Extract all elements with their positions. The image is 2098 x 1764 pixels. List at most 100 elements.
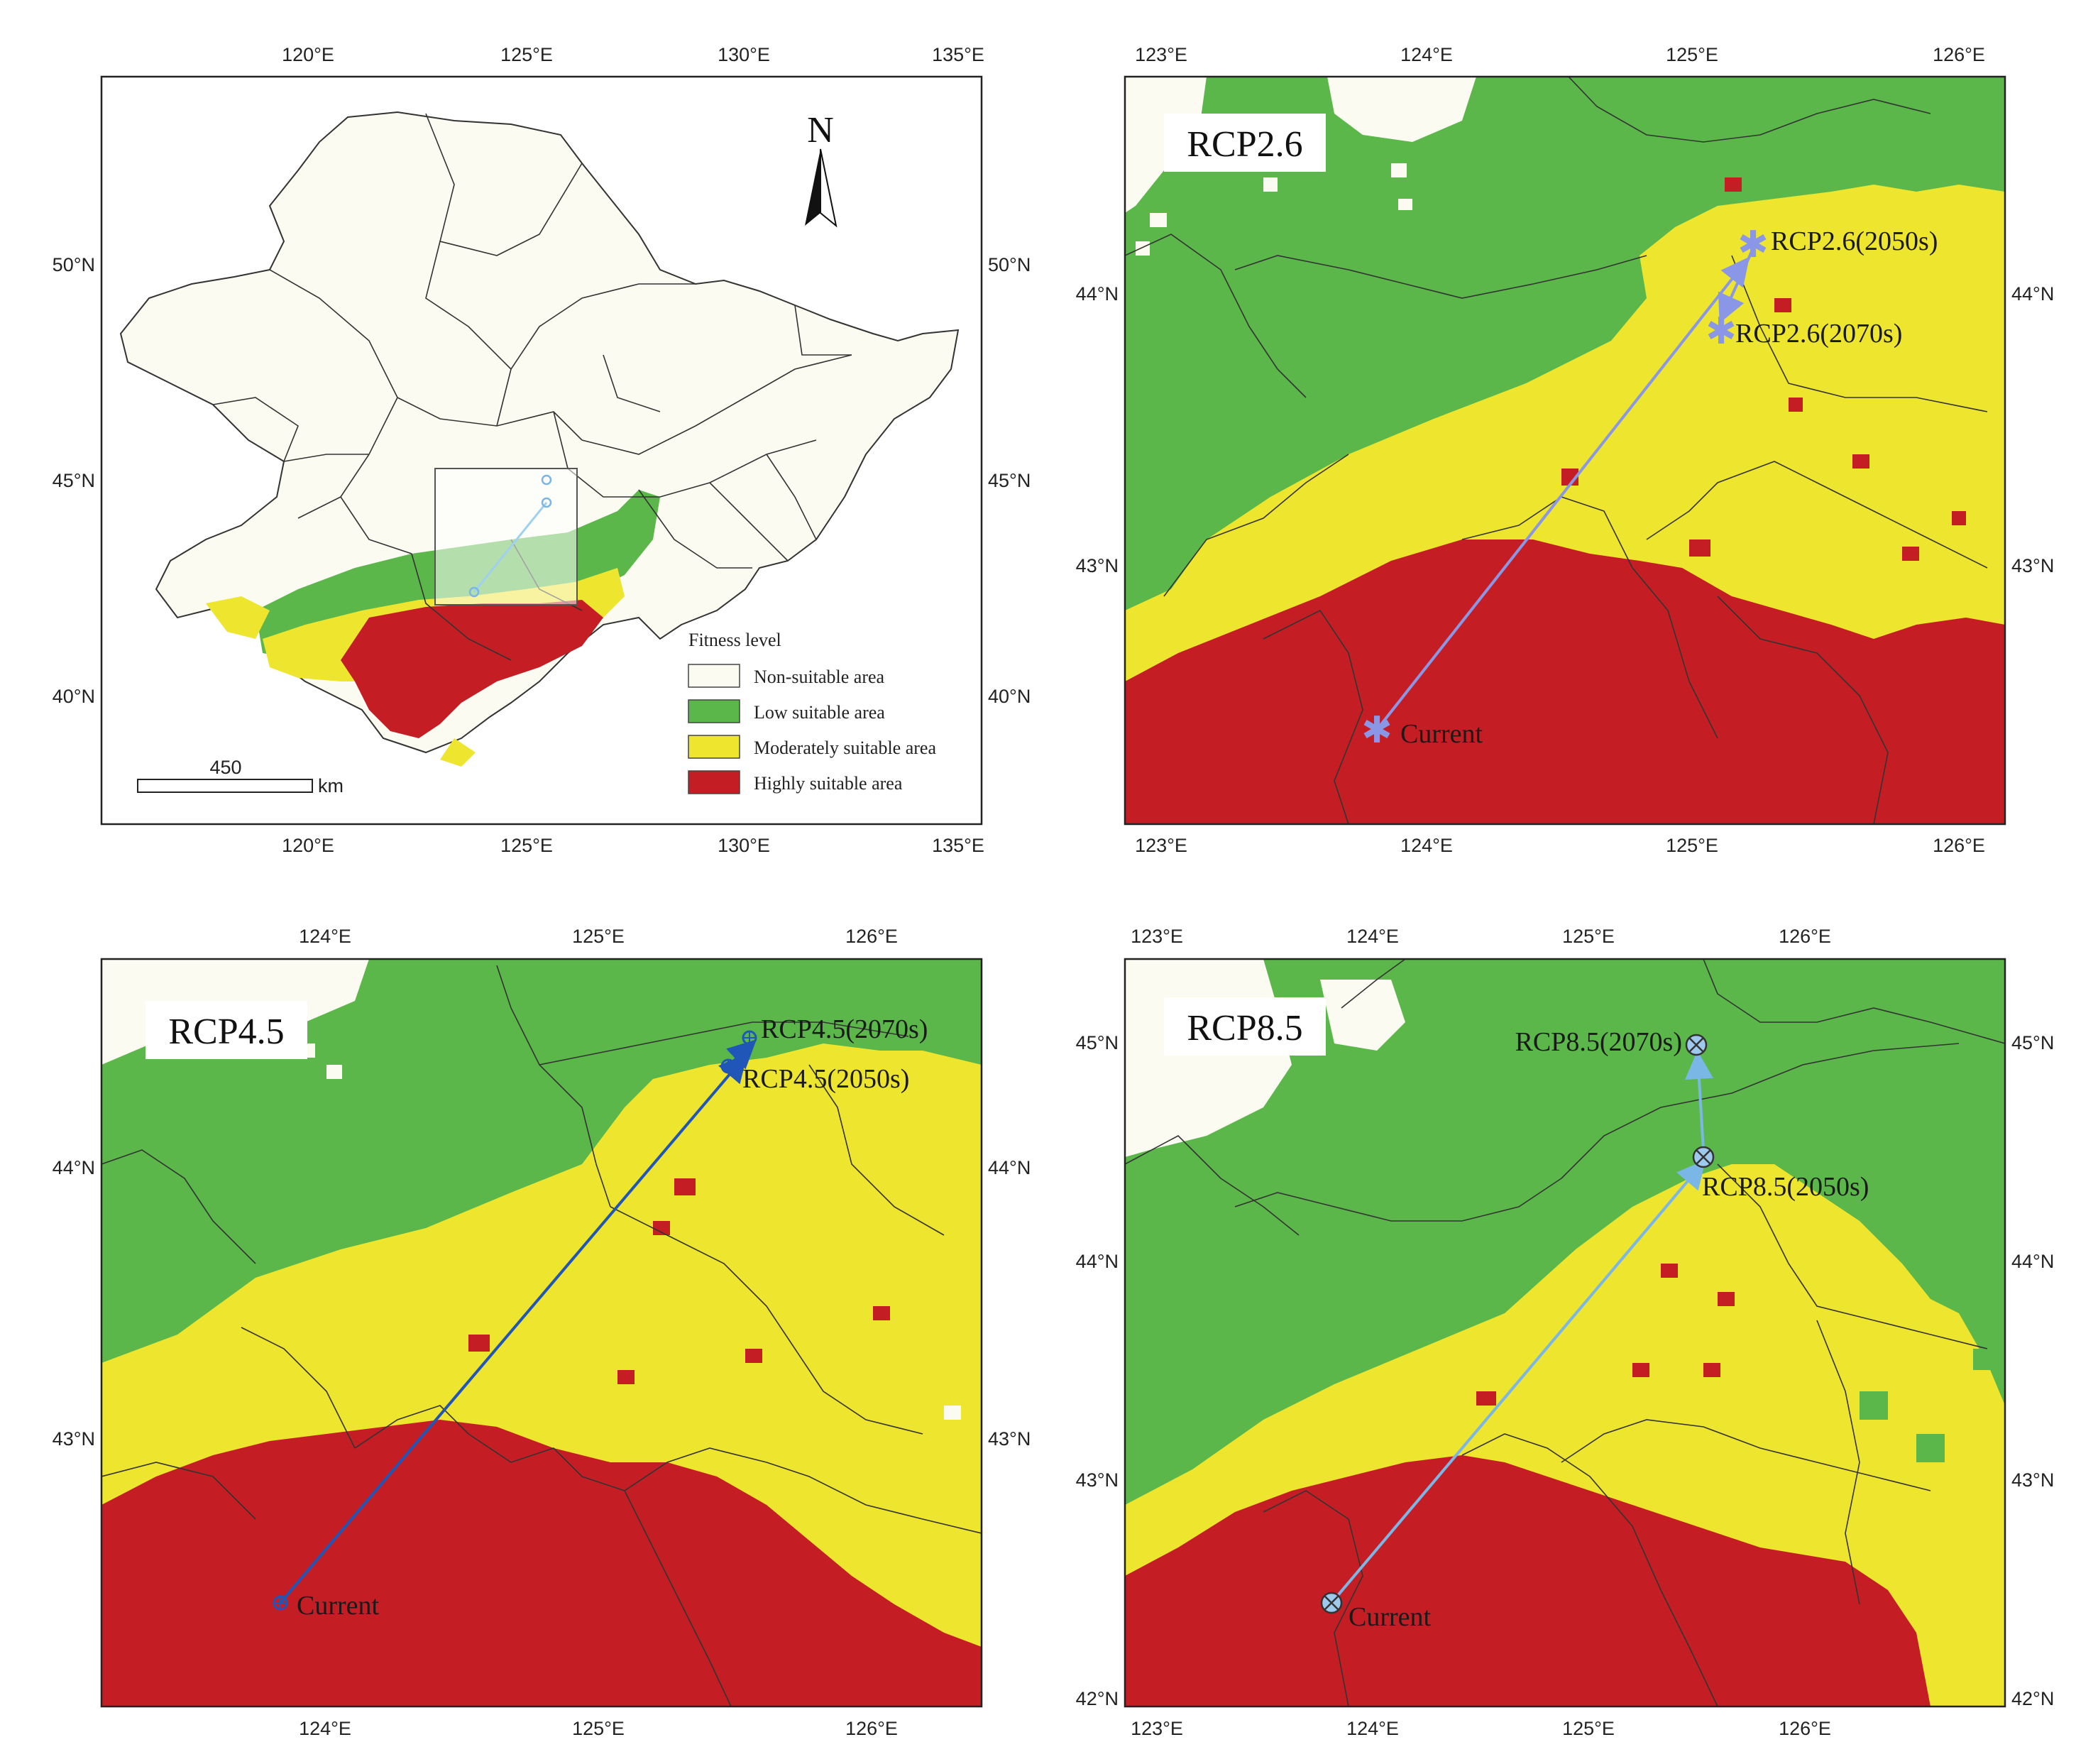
rcp85-high-zone xyxy=(1125,1455,1931,1707)
y-tick-right-40: 40°N xyxy=(988,686,1031,707)
x-tick-top-120: 120°E xyxy=(282,44,334,65)
rcp26-x-tick-bottom-124: 124°E xyxy=(1400,835,1453,856)
rcp45-2070-marker xyxy=(742,1030,757,1046)
rcp26-2070-marker: ✱ xyxy=(1706,312,1737,352)
scale-bar-value: 450 xyxy=(209,757,241,778)
rcp26-shift-current-to-2050 xyxy=(1375,256,1750,731)
rcp26-current-label: Current xyxy=(1400,719,1483,749)
rcp85-y-tick-right-42: 42°N xyxy=(2011,1688,2054,1709)
rcp45-2050-label: RCP4.5(2050s) xyxy=(742,1064,909,1094)
rcp45-ticks: 124°E 125°E 126°E 124°E 125°E 126°E 44°N… xyxy=(53,926,1031,1739)
peninsula-tip xyxy=(440,738,476,767)
rcp85-x-tick-top-123: 123°E xyxy=(1131,926,1183,947)
overview-current-point xyxy=(468,586,480,598)
rcp85-x-tick-top-125: 125°E xyxy=(1562,926,1615,947)
rcp45-x-tick-top-124: 124°E xyxy=(299,926,351,947)
rcp85-shift-2050-to-2070 xyxy=(1684,1051,1713,1151)
rcp45-current-label: Current xyxy=(297,1591,380,1621)
north-arrow: N xyxy=(805,110,837,228)
overview-2050-point xyxy=(541,497,552,508)
rcp26-x-tick-top-123: 123°E xyxy=(1135,44,1187,65)
rcp45-panel: RCP4.5 Current RCP4.5(2050s) RCP4.5(2070… xyxy=(53,926,1031,1739)
rcp85-2070-label: RCP8.5(2070s) xyxy=(1515,1027,1682,1057)
rcp85-y-tick-right-43: 43°N xyxy=(2011,1469,2054,1491)
rcp85-x-tick-bottom-125: 125°E xyxy=(1562,1718,1615,1739)
rcp85-high-patches xyxy=(1476,1264,1735,1406)
rcp85-x-tick-bottom-123: 123°E xyxy=(1131,1718,1183,1739)
rcp45-x-tick-bottom-125: 125°E xyxy=(572,1718,625,1739)
rcp26-boundaries xyxy=(1125,77,1988,824)
x-tick-top-125: 125°E xyxy=(500,44,553,65)
rcp45-x-tick-bottom-126: 126°E xyxy=(845,1718,898,1739)
rcp26-nonsuitable-n xyxy=(1327,77,1476,142)
legend-swatch-low xyxy=(688,699,740,723)
rcp45-title: RCP4.5 xyxy=(168,1012,284,1052)
overview-legend: Fitness level Non-suitable area Low suit… xyxy=(688,630,936,794)
rcp85-green-patches xyxy=(1860,1349,1994,1462)
rcp85-y-tick-left-45: 45°N xyxy=(1076,1032,1119,1053)
rcp26-y-tick-right-44: 44°N xyxy=(2011,283,2054,305)
y-tick-right-45: 45°N xyxy=(988,470,1031,491)
y-tick-left-40: 40°N xyxy=(53,686,95,707)
rcp85-current-label: Current xyxy=(1349,1602,1432,1632)
legend-title: Fitness level xyxy=(688,630,781,650)
x-tick-bottom-120: 120°E xyxy=(282,835,334,856)
rcp85-2050-marker xyxy=(1692,1146,1715,1168)
overview-map-panel: N Fitness level Non-suitable area Low su… xyxy=(53,44,1031,856)
rcp85-nonsuitable-n xyxy=(1320,980,1405,1051)
legend-label-moderate: Moderately suitable area xyxy=(754,738,936,758)
rcp45-y-tick-left-44: 44°N xyxy=(53,1157,95,1178)
rcp26-x-tick-top-124: 124°E xyxy=(1400,44,1453,65)
legend-swatch-moderate xyxy=(688,735,740,759)
rcp26-frame xyxy=(1124,75,2006,826)
rcp26-y-tick-left-44: 44°N xyxy=(1076,283,1119,305)
rcp26-white-patches xyxy=(1136,163,1412,256)
legend-label-non-suitable: Non-suitable area xyxy=(754,667,885,687)
rcp45-shift-current-to-2050 xyxy=(279,1053,748,1604)
rcp45-high-zone xyxy=(101,1420,982,1707)
rcp85-y-tick-left-43: 43°N xyxy=(1076,1469,1119,1491)
rcp85-title: RCP8.5 xyxy=(1187,1008,1302,1048)
y-tick-left-50: 50°N xyxy=(53,254,95,275)
rcp85-y-tick-right-44: 44°N xyxy=(2011,1251,2054,1272)
legend-label-high: Highly suitable area xyxy=(754,773,903,794)
rcp85-2070-marker xyxy=(1685,1034,1708,1056)
x-tick-top-135: 135°E xyxy=(932,44,984,65)
rcp85-frame xyxy=(1124,958,2006,1708)
rcp85-x-tick-bottom-124: 124°E xyxy=(1346,1718,1399,1739)
rcp45-y-tick-left-43: 43°N xyxy=(53,1428,95,1450)
rcp26-x-tick-top-125: 125°E xyxy=(1666,44,1718,65)
rcp85-y-tick-right-45: 45°N xyxy=(2011,1032,2054,1053)
rcp85-current-marker xyxy=(1320,1592,1343,1614)
legend-swatch-non-suitable xyxy=(688,664,740,688)
scale-bar: 450 km xyxy=(137,757,344,796)
x-tick-top-130: 130°E xyxy=(718,44,770,65)
rcp26-x-tick-bottom-126: 126°E xyxy=(1933,835,1985,856)
rcp45-current-marker xyxy=(273,1595,288,1611)
rcp45-x-tick-top-126: 126°E xyxy=(845,926,898,947)
rcp26-2070-label: RCP2.6(2070s) xyxy=(1735,319,1902,349)
legend-swatch-high xyxy=(688,770,740,794)
rcp45-boundaries xyxy=(101,965,982,1707)
rcp85-ticks: 123°E 124°E 125°E 126°E 123°E 124°E 125°… xyxy=(1076,926,2055,1739)
rcp45-2070-label: RCP4.5(2070s) xyxy=(761,1014,928,1044)
rcp45-high-patches xyxy=(468,1178,890,1384)
rcp26-x-tick-top-126: 126°E xyxy=(1933,44,1985,65)
rcp45-x-tick-top-125: 125°E xyxy=(572,926,625,947)
rcp26-y-tick-right-43: 43°N xyxy=(2011,555,2054,576)
rcp85-x-tick-top-124: 124°E xyxy=(1346,926,1399,947)
province-boundaries xyxy=(212,113,852,661)
rcp26-shift-2050-to-2070 xyxy=(1718,248,1754,324)
overview-2070-point xyxy=(541,474,552,486)
overview-shift-line xyxy=(473,502,548,593)
rcp26-x-tick-bottom-125: 125°E xyxy=(1666,835,1718,856)
x-tick-bottom-125: 125°E xyxy=(500,835,553,856)
rcp26-x-tick-bottom-123: 123°E xyxy=(1135,835,1187,856)
rcp85-title-box xyxy=(1164,997,1326,1056)
rcp85-y-tick-left-42: 42°N xyxy=(1076,1688,1119,1709)
rcp26-ticks: 123°E 124°E 125°E 126°E 123°E 124°E 125°… xyxy=(1076,44,2055,856)
rcp45-frame xyxy=(100,958,983,1708)
y-tick-right-50: 50°N xyxy=(988,254,1031,275)
rcp45-y-tick-right-43: 43°N xyxy=(988,1428,1031,1450)
